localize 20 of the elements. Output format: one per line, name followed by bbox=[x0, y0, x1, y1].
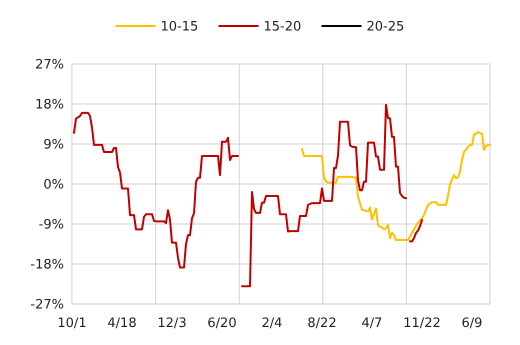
x-tick-label: 11/22 bbox=[403, 316, 441, 331]
y-tick-label: 9% bbox=[43, 138, 64, 153]
x-tick-label: 4/18 bbox=[107, 316, 137, 331]
x-tick-label: 10/1 bbox=[57, 316, 87, 331]
legend-label: 15-20 bbox=[264, 20, 302, 35]
y-tick-label: 27% bbox=[35, 58, 64, 73]
y-tick-label: 18% bbox=[35, 98, 64, 113]
x-tick-label: 6/20 bbox=[207, 316, 237, 331]
line-series bbox=[301, 131, 491, 241]
x-tick-label: 2/4 bbox=[262, 316, 282, 331]
x-tick-label: 6/9 bbox=[462, 316, 482, 331]
legend-label: 20-25 bbox=[366, 20, 404, 35]
y-tick-label: 0% bbox=[43, 178, 64, 193]
x-tick-label: 4/7 bbox=[362, 316, 382, 331]
legend-label: 10-15 bbox=[160, 20, 198, 35]
y-tick-label: -27% bbox=[30, 298, 64, 313]
x-tick-label: 12/3 bbox=[157, 316, 187, 331]
y-tick-label: -18% bbox=[30, 258, 64, 273]
x-tick-label: 8/22 bbox=[307, 316, 337, 331]
y-tick-label: -9% bbox=[38, 218, 64, 233]
